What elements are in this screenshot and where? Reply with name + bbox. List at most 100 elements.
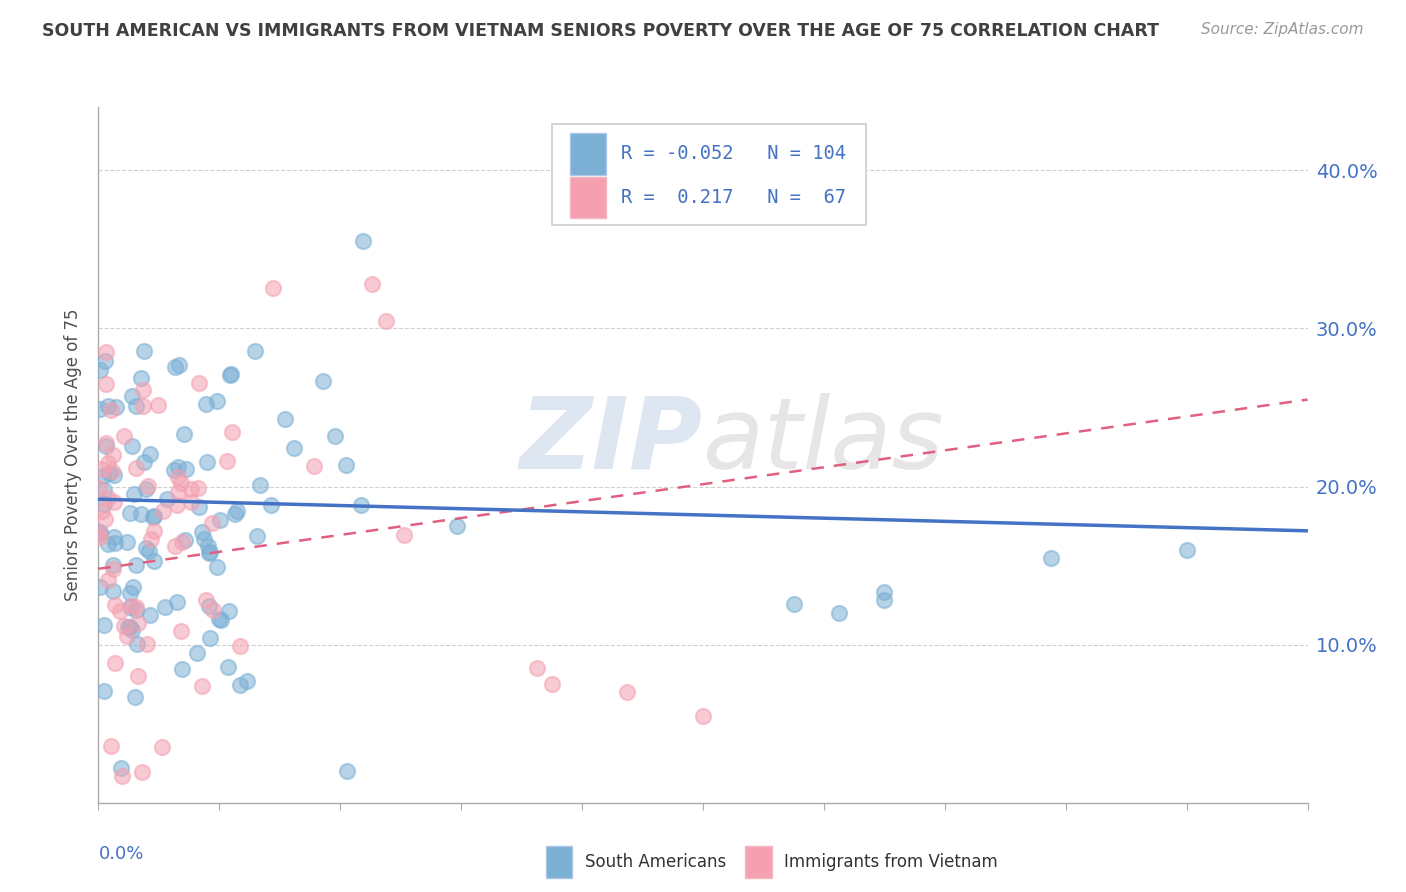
Point — [94, 376, 117, 391]
Point — [125, 602, 148, 616]
Point — [101, 562, 124, 576]
Point — [89, 481, 111, 495]
FancyBboxPatch shape — [553, 124, 866, 226]
Point — [100, 464, 122, 478]
Point — [446, 518, 468, 533]
Text: ZIP: ZIP — [520, 392, 703, 490]
Point — [96, 436, 118, 450]
Point — [191, 680, 214, 694]
Text: Source: ZipAtlas.com: Source: ZipAtlas.com — [1201, 22, 1364, 37]
Point — [91, 469, 114, 483]
Point — [117, 620, 139, 634]
Point — [236, 674, 259, 689]
Point — [143, 524, 166, 538]
Point — [172, 535, 194, 549]
Point — [94, 512, 117, 526]
Point — [135, 541, 157, 555]
Point — [225, 504, 247, 518]
Point — [90, 504, 112, 518]
Point — [103, 530, 125, 544]
Point — [873, 585, 896, 599]
Point — [105, 401, 128, 415]
Point — [352, 235, 374, 249]
Point — [127, 615, 149, 630]
Point — [89, 524, 111, 539]
Point — [112, 619, 135, 633]
Point — [616, 685, 638, 699]
Point — [262, 281, 284, 295]
Point — [208, 512, 231, 526]
Text: South Americans: South Americans — [585, 853, 725, 871]
Point — [167, 460, 190, 475]
Point — [108, 604, 131, 618]
Point — [115, 629, 138, 643]
Point — [221, 425, 243, 440]
Point — [111, 769, 134, 783]
Point — [200, 631, 222, 645]
Point — [167, 484, 190, 499]
Point — [197, 599, 219, 614]
Point — [873, 593, 896, 607]
Point — [131, 765, 153, 780]
Point — [100, 403, 122, 417]
Point — [194, 397, 217, 411]
Point — [374, 313, 396, 327]
Point — [129, 507, 152, 521]
Y-axis label: Seniors Poverty Over the Age of 75: Seniors Poverty Over the Age of 75 — [65, 309, 83, 601]
Point — [120, 506, 142, 520]
Point — [97, 491, 120, 505]
Point — [180, 494, 202, 508]
Point — [121, 439, 143, 453]
Point — [132, 399, 155, 413]
Point — [90, 462, 112, 476]
Point — [260, 498, 283, 512]
Point — [166, 498, 188, 512]
Point — [139, 532, 162, 546]
Point — [97, 537, 120, 551]
Point — [139, 447, 162, 461]
Point — [166, 595, 188, 609]
Point — [89, 529, 111, 543]
Point — [138, 544, 160, 558]
Point — [124, 461, 146, 475]
Point — [540, 677, 562, 691]
Point — [97, 456, 120, 470]
Point — [104, 536, 127, 550]
Point — [166, 470, 188, 484]
Point — [121, 388, 143, 402]
Point — [245, 529, 267, 543]
Point — [94, 354, 117, 368]
Point — [89, 402, 111, 417]
FancyBboxPatch shape — [546, 847, 572, 878]
Point — [135, 482, 157, 496]
Point — [205, 394, 228, 409]
Point — [219, 367, 242, 381]
Point — [118, 599, 141, 614]
Point — [125, 558, 148, 572]
Point — [121, 624, 143, 638]
Point — [312, 374, 335, 388]
Point — [195, 592, 218, 607]
Point — [191, 525, 214, 540]
Point — [186, 646, 208, 660]
Point — [124, 690, 146, 704]
Point — [302, 458, 325, 473]
Point — [135, 637, 157, 651]
Point — [198, 545, 221, 559]
Point — [209, 613, 232, 627]
Point — [193, 533, 215, 547]
Point — [93, 497, 115, 511]
Point — [125, 600, 148, 615]
FancyBboxPatch shape — [569, 177, 606, 219]
Point — [218, 368, 240, 382]
Point — [336, 764, 359, 779]
Point — [360, 277, 382, 291]
Point — [229, 640, 252, 654]
Point — [163, 463, 186, 477]
Point — [197, 546, 219, 560]
Point — [103, 467, 125, 482]
Point — [173, 426, 195, 441]
Point — [229, 678, 252, 692]
Text: R =  0.217   N =  67: R = 0.217 N = 67 — [621, 188, 846, 207]
Point — [89, 363, 111, 377]
